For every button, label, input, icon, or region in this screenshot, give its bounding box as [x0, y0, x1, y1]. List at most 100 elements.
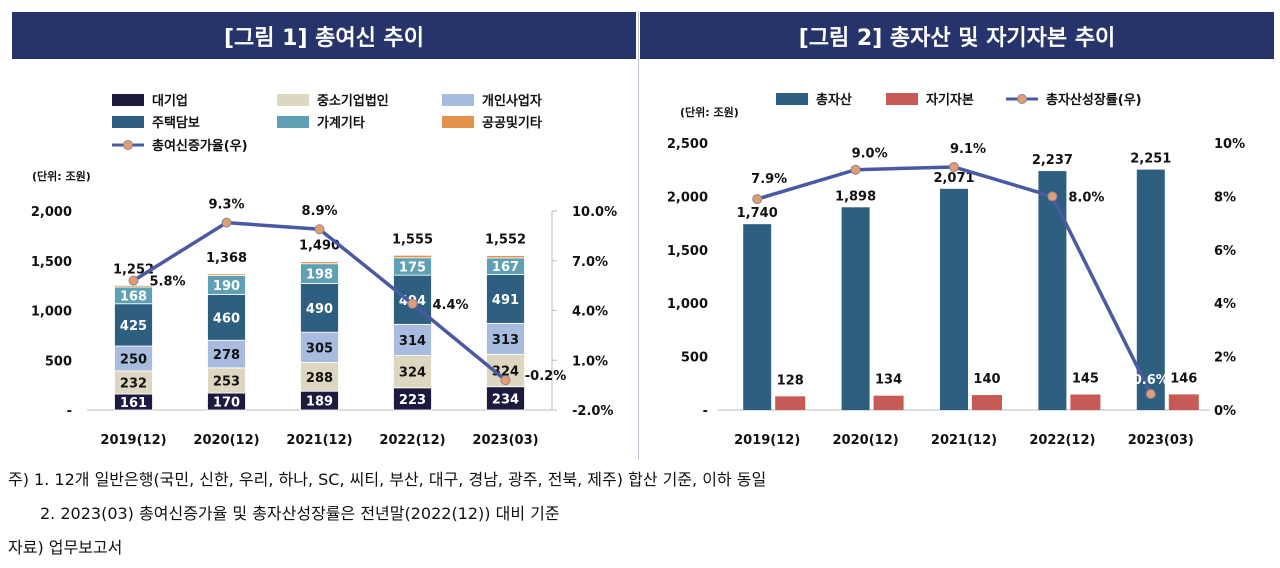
- growth-value-label: 0.6%: [1133, 373, 1169, 388]
- total-assets-bar: [841, 207, 870, 410]
- unit-label: (단위: 조원): [680, 105, 739, 119]
- stack-segment: [207, 273, 246, 276]
- x-tick-label: 2023(03): [472, 433, 538, 448]
- segment-value-label: 190: [213, 279, 240, 294]
- growth-marker: [1047, 191, 1058, 202]
- unit-label: (단위: 조원): [32, 169, 91, 183]
- equity-label: 145: [1072, 372, 1099, 387]
- x-tick-label: 2020(12): [833, 433, 899, 448]
- legend-label-1: 대기업: [152, 94, 188, 109]
- y-tick-label: 2,000: [31, 205, 72, 220]
- stack-segment: [207, 339, 246, 369]
- total-assets-label: 1,898: [835, 189, 876, 204]
- segment-value-label: 278: [213, 348, 240, 363]
- x-tick-label: 2019(12): [100, 433, 166, 448]
- growth-marker: [314, 224, 325, 235]
- stack-segment: [207, 294, 246, 341]
- y-tick-label: 500: [681, 351, 708, 366]
- y-tick-label: 2,000: [667, 190, 708, 205]
- growth-marker: [407, 298, 418, 309]
- stack-segment: [393, 254, 432, 259]
- x-tick-label: 2022(12): [1029, 433, 1095, 448]
- stack-segment: [393, 355, 432, 389]
- total-label: 1,490: [299, 239, 340, 254]
- figure2-title: [그림 2] 총자산 및 자기자본 추이: [640, 12, 1274, 59]
- stack-segment: [393, 323, 432, 356]
- y-tick-label: 1,500: [31, 255, 72, 270]
- x-tick-label: 2019(12): [734, 433, 800, 448]
- total-assets-label: 2,071: [933, 171, 974, 186]
- growth-marker: [128, 275, 139, 286]
- segment-value-label: 232: [120, 376, 147, 391]
- y-tick-label: -: [703, 404, 708, 419]
- equity-bar: [775, 396, 806, 410]
- segment-value-label: 250: [120, 352, 147, 367]
- legend-swatch-4: [112, 116, 144, 128]
- legend-label-2: 중소기업법인: [317, 93, 389, 109]
- growth-value-label: 8.0%: [1068, 190, 1104, 205]
- y-tick-label: -: [67, 404, 72, 419]
- footnote-1: 주) 1. 12개 일반은행(국민, 신한, 우리, 하나, SC, 씨티, 부…: [8, 470, 767, 489]
- equity-label: 140: [973, 372, 1000, 387]
- equity-bar: [972, 395, 1002, 410]
- segment-value-label: 490: [306, 302, 333, 317]
- segment-value-label: 324: [399, 366, 426, 381]
- growth-value-label: -0.2%: [525, 369, 566, 384]
- legend-swatch-3: [442, 94, 474, 106]
- legend-label-7: 총여신증가율(우): [152, 138, 248, 154]
- growth-marker: [949, 162, 959, 173]
- legend-label-5: 가계기타: [317, 115, 365, 131]
- total-assets-label: 2,251: [1130, 152, 1171, 167]
- total-label: 1,552: [485, 233, 526, 248]
- growth-marker: [850, 164, 861, 175]
- segment-value-label: 314: [399, 334, 426, 349]
- stack-segment: [114, 303, 153, 347]
- equity-bar: [873, 395, 904, 410]
- growth-value-label: 9.1%: [950, 142, 986, 157]
- x-tick-label: 2023(03): [1128, 433, 1194, 448]
- segment-value-label: 234: [492, 392, 519, 407]
- legend-label-4: 주택담보: [152, 115, 200, 131]
- figure2-panel: [그림 2] 총자산 및 자기자본 추이 총자산 자기자본 총자산성장률(우) (단위…: [640, 12, 1274, 460]
- growth-marker: [1145, 388, 1156, 399]
- total-assets-bar: [940, 188, 968, 410]
- segment-value-label: 425: [120, 319, 147, 334]
- segment-value-label: 491: [492, 293, 519, 308]
- legend-swatch-6: [442, 116, 474, 128]
- y2-tick-label: 10.0%: [572, 205, 617, 220]
- y-tick-label: 1,000: [667, 297, 708, 312]
- y2-tick-label: 7.0%: [572, 255, 608, 270]
- stack-segment: [300, 362, 339, 392]
- total-label: 1,555: [392, 232, 433, 247]
- legend-swatch-1: [112, 94, 144, 106]
- equity-bar: [1070, 394, 1101, 410]
- total-assets-bar: [1038, 171, 1067, 410]
- legend-label-6: 공공및기타: [482, 115, 542, 131]
- segment-value-label: 288: [306, 371, 333, 386]
- total-assets-bar: [743, 224, 772, 410]
- stack-segment: [486, 255, 525, 259]
- stack-segment: [207, 367, 246, 394]
- y-tick-label: 1,000: [31, 305, 72, 320]
- segment-value-label: 175: [399, 260, 426, 275]
- segment-value-label: 313: [492, 333, 519, 348]
- legend-label-3: 개인사업자: [482, 93, 542, 109]
- y2-tick-label: -2.0%: [572, 404, 613, 419]
- figure1-title: [그림 1] 총여신 추이: [12, 12, 636, 59]
- stack-segment: [300, 261, 339, 265]
- stack-segment: [114, 345, 153, 372]
- segment-value-label: 168: [120, 289, 147, 304]
- growth-value-label: 4.4%: [432, 298, 468, 313]
- growth-marker: [221, 217, 232, 228]
- footnote-2: 2. 2023(03) 총여신증가율 및 총자산성장률은 전년말(2022(12…: [40, 504, 560, 523]
- source-note: 자료) 업무보고서: [8, 538, 123, 557]
- y2-tick-label: 6%: [1214, 244, 1236, 259]
- equity-bar: [1168, 394, 1199, 410]
- legend-label-total-assets: 총자산: [816, 92, 852, 108]
- panel-divider: [638, 12, 639, 460]
- stack-segment: [486, 274, 525, 324]
- segment-value-label: 161: [120, 396, 147, 411]
- y2-tick-label: 1.0%: [572, 354, 608, 369]
